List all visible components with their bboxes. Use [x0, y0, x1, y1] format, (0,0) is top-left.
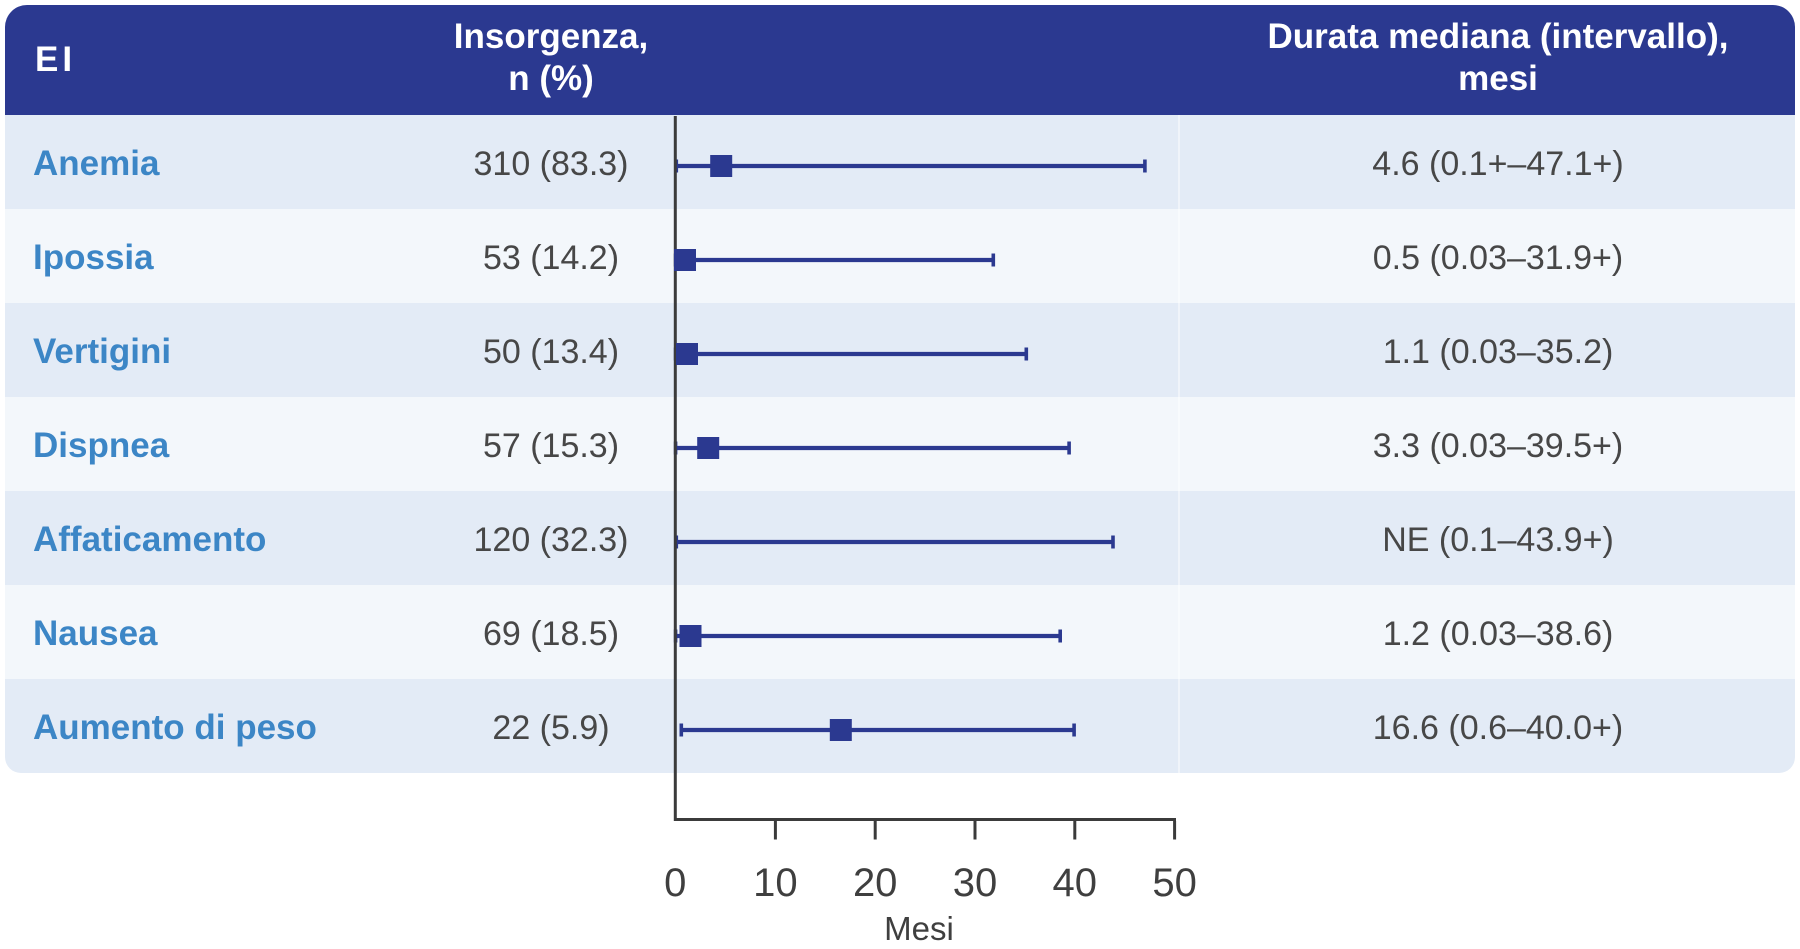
svg-text:0: 0	[664, 861, 686, 905]
svg-text:30: 30	[953, 861, 998, 905]
svg-text:20: 20	[853, 861, 898, 905]
svg-text:50: 50	[1152, 861, 1197, 905]
svg-text:Mesi: Mesi	[884, 910, 954, 947]
svg-text:10: 10	[753, 861, 798, 905]
svg-text:40: 40	[1053, 861, 1098, 905]
